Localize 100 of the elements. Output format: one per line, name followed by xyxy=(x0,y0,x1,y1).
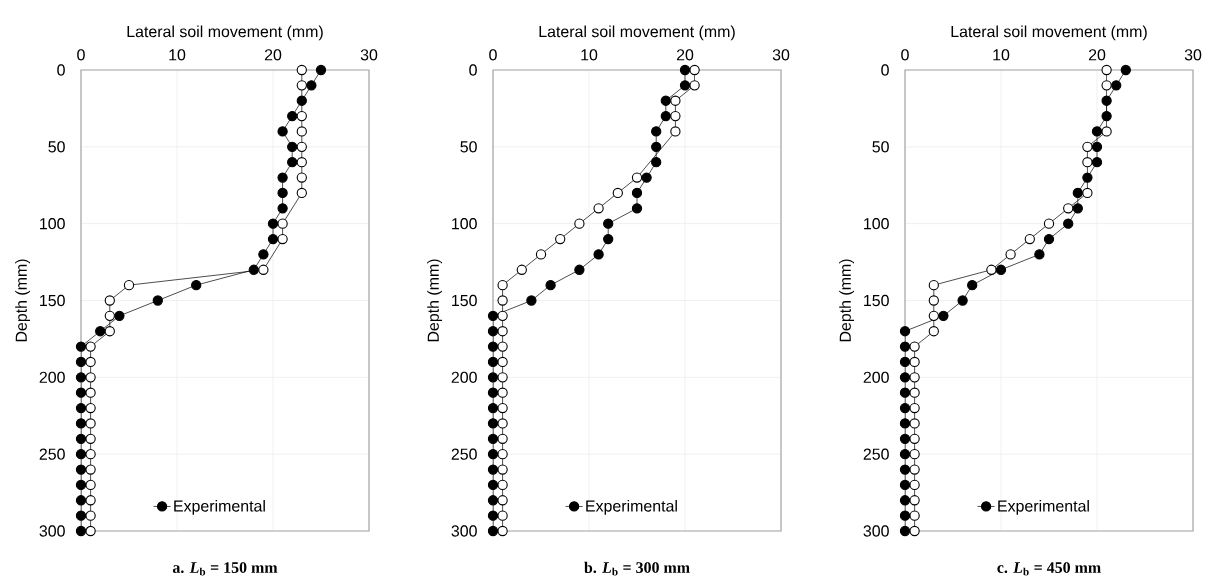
x-tick-label: 20 xyxy=(264,49,282,61)
point xyxy=(75,495,87,506)
point xyxy=(287,141,298,152)
point xyxy=(1063,218,1074,229)
point xyxy=(1034,249,1045,260)
point xyxy=(497,402,508,414)
point xyxy=(909,510,920,521)
y-tick-label: 100 xyxy=(40,218,65,230)
point xyxy=(651,126,662,137)
point xyxy=(85,510,96,521)
y-tick-label: 250 xyxy=(863,448,889,460)
point xyxy=(1120,64,1131,76)
point xyxy=(497,279,508,291)
point xyxy=(277,126,288,137)
point xyxy=(75,372,87,383)
y-tick-label: 0 xyxy=(57,64,65,76)
point xyxy=(296,95,307,106)
point xyxy=(487,356,499,368)
x-tick-label: 30 xyxy=(772,49,790,61)
point xyxy=(277,203,288,214)
point xyxy=(909,372,920,383)
point xyxy=(612,187,623,199)
point xyxy=(104,295,115,306)
point xyxy=(487,326,499,337)
y-axis-title: Depth (mm) xyxy=(15,259,31,342)
point xyxy=(497,341,508,352)
point xyxy=(545,279,556,291)
y-tick-label: 50 xyxy=(872,141,889,153)
x-tick-label: 30 xyxy=(360,49,378,61)
y-tick-label: 200 xyxy=(451,371,477,383)
point xyxy=(660,95,671,106)
point xyxy=(497,372,508,383)
point xyxy=(689,80,700,91)
point xyxy=(909,356,920,368)
point xyxy=(487,525,499,537)
point xyxy=(487,433,499,444)
point xyxy=(487,387,499,398)
point xyxy=(1091,126,1103,137)
text: b. L$_{b}$ = 300 mm xyxy=(584,561,690,576)
point xyxy=(487,418,499,429)
y-tick-label: 0 xyxy=(469,64,477,76)
point xyxy=(497,479,508,491)
point xyxy=(1024,233,1035,245)
point xyxy=(574,264,585,275)
point xyxy=(593,203,604,214)
point xyxy=(296,64,307,76)
point xyxy=(909,387,920,398)
point xyxy=(104,326,115,337)
y-tick-label: 100 xyxy=(864,218,889,230)
point xyxy=(670,110,681,122)
point xyxy=(603,233,614,245)
point xyxy=(1101,110,1112,122)
point xyxy=(938,310,949,322)
point xyxy=(516,264,527,275)
point xyxy=(967,279,978,291)
point xyxy=(248,264,259,275)
point xyxy=(267,233,279,245)
point xyxy=(487,310,499,322)
point xyxy=(75,341,87,352)
point xyxy=(899,525,911,537)
y-tick-label: 250 xyxy=(451,448,477,460)
x-tick-label: 0 xyxy=(489,49,497,61)
point xyxy=(909,525,920,537)
point xyxy=(670,126,681,137)
point xyxy=(85,433,96,444)
point xyxy=(487,341,499,352)
point xyxy=(1082,172,1093,183)
point xyxy=(899,326,911,337)
point xyxy=(651,157,662,168)
point xyxy=(75,464,87,475)
point xyxy=(296,80,307,91)
y-tick-label: 50 xyxy=(460,141,477,153)
y-axis-title: Depth (mm) xyxy=(427,259,443,342)
point xyxy=(104,310,115,322)
point xyxy=(679,64,691,76)
point xyxy=(85,464,96,475)
point xyxy=(277,233,288,245)
text: c. L$_{b}$ = 450 mm xyxy=(997,562,1101,576)
point xyxy=(487,495,499,506)
point xyxy=(75,433,87,444)
point xyxy=(114,310,125,322)
legend-label: Experimental xyxy=(998,499,1089,515)
point xyxy=(899,418,911,429)
point xyxy=(296,172,307,183)
point xyxy=(909,495,920,506)
point xyxy=(593,249,604,260)
point xyxy=(641,172,652,183)
point xyxy=(1072,187,1083,199)
point xyxy=(1111,80,1122,91)
legend-label: Experimental xyxy=(586,499,677,515)
point xyxy=(306,80,317,91)
point xyxy=(277,172,288,183)
x-tick-label: 0 xyxy=(901,49,909,61)
point xyxy=(899,402,911,414)
point xyxy=(85,418,96,429)
point xyxy=(555,233,566,245)
text: a. L$_{b}$ = 150 mm xyxy=(172,562,278,576)
x-tick-label: 20 xyxy=(676,49,694,61)
point xyxy=(487,449,499,460)
x-axis-title: Lateral soil movement (mm) xyxy=(951,25,1147,41)
